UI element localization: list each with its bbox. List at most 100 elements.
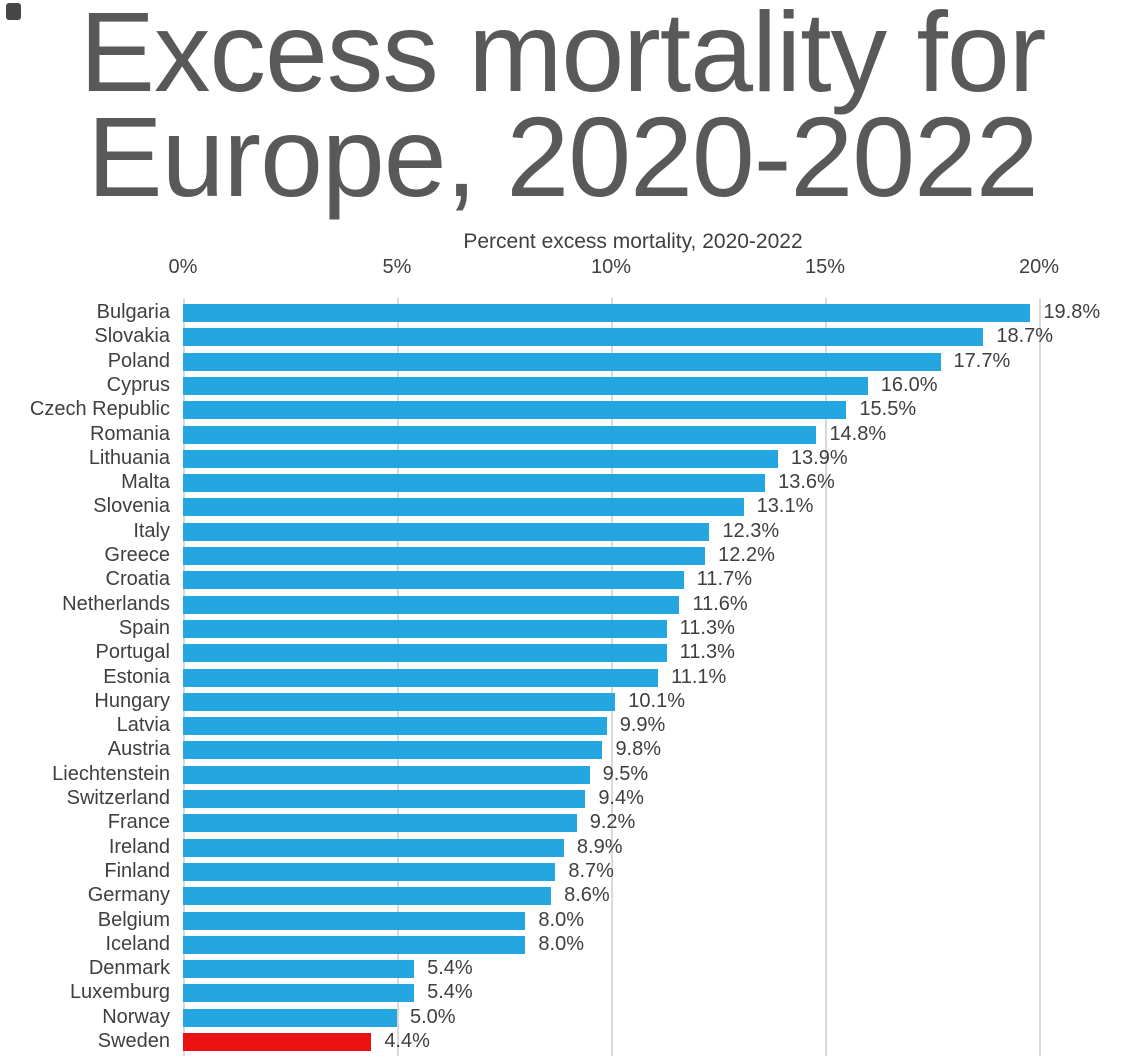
value-label: 9.2% — [589, 811, 636, 834]
chart-row: Portugal 11.3% — [0, 641, 1125, 664]
value-label: 8.0% — [538, 908, 584, 931]
country-label: Hungary — [94, 689, 170, 712]
chart-row: Slovenia 13.1% — [0, 495, 1125, 518]
value-label: 11.3% — [679, 641, 735, 664]
value-label: 9.5% — [602, 762, 649, 785]
value-label: 17.7% — [953, 349, 1011, 372]
value-label: 16.0% — [880, 373, 938, 396]
country-label: Bulgaria — [96, 301, 170, 323]
bar-iceland — [183, 935, 526, 954]
bar-cyprus — [183, 376, 868, 395]
value-label: 19.8% — [1043, 301, 1101, 323]
bar-finland — [183, 862, 556, 881]
x-axis-ticks: 0% 5% 10% 15% 20% — [0, 256, 1125, 280]
country-label: Poland — [107, 349, 170, 372]
bar-ireland — [183, 838, 564, 857]
value-label: 11.1% — [671, 665, 727, 688]
value-label: 11.7% — [696, 568, 752, 591]
chart-row: Denmark 5.4% — [0, 957, 1125, 980]
country-label: Finland — [104, 859, 170, 882]
chart-row: Bulgaria 19.8% — [0, 301, 1125, 323]
bar-estonia — [183, 668, 659, 687]
chart-row: Ireland 8.9% — [0, 835, 1125, 858]
value-label: 8.0% — [538, 932, 584, 955]
bar-switzerland — [183, 790, 586, 808]
country-label: Liechtenstein — [52, 762, 170, 785]
bar-norway — [183, 1008, 397, 1027]
bar-bulgaria — [183, 304, 1031, 322]
bar-latvia — [183, 717, 607, 736]
country-label: Norway — [102, 1005, 170, 1028]
country-label: Switzerland — [66, 787, 170, 809]
x-tick-5: 5% — [382, 256, 412, 278]
chart-row: Switzerland 9.4% — [0, 787, 1125, 809]
bar-denmark — [183, 960, 415, 979]
bar-poland — [183, 352, 941, 371]
chart-row: Hungary 10.1% — [0, 689, 1125, 712]
bar-hungary — [183, 692, 616, 711]
value-label: 12.2% — [718, 544, 775, 566]
value-label: 8.6% — [564, 884, 610, 907]
chart-row: Iceland 8.0% — [0, 932, 1125, 955]
country-label: Lithuania — [88, 446, 170, 469]
country-label: Slovenia — [93, 495, 170, 518]
chart-row: Spain 11.3% — [0, 618, 1125, 638]
chart-row: Czech Republic 15.5% — [0, 398, 1125, 421]
country-label: Netherlands — [62, 592, 170, 615]
country-label: Estonia — [103, 665, 170, 688]
value-label: 13.9% — [790, 446, 848, 469]
chart-row: Sweden 4.4% — [0, 1030, 1125, 1052]
value-label: 5.0% — [410, 1005, 456, 1028]
country-label: Romania — [89, 422, 170, 445]
chart-row: Poland 17.7% — [0, 349, 1125, 372]
value-label: 14.8% — [829, 422, 887, 445]
chart-row: Belgium 8.0% — [0, 908, 1125, 931]
chart-row: Greece 12.2% — [0, 544, 1125, 566]
gridline-20 — [1039, 298, 1041, 1056]
chart-row: France 9.2% — [0, 811, 1125, 834]
country-label: Latvia — [116, 714, 170, 737]
bar-romania — [183, 425, 817, 444]
chart-row: Malta 13.6% — [0, 471, 1125, 494]
chart-title-line2: Europe, 2020-2022 — [87, 94, 1039, 220]
bar-belgium — [183, 911, 526, 930]
value-label: 8.7% — [568, 859, 614, 882]
chart-row: Luxemburg 5.4% — [0, 981, 1125, 1004]
x-tick-20: 20% — [1018, 256, 1060, 278]
value-label: 8.9% — [576, 835, 623, 858]
country-label: Iceland — [105, 932, 171, 955]
bar-croatia — [183, 571, 684, 590]
bar-greece — [183, 547, 706, 565]
value-label: 15.5% — [859, 398, 917, 421]
country-label: Ireland — [108, 835, 170, 858]
country-label: Austria — [107, 738, 170, 761]
country-label: Luxemburg — [69, 981, 170, 1004]
chart-row: Liechtenstein 9.5% — [0, 762, 1125, 785]
chart-row: Norway 5.0% — [0, 1005, 1125, 1028]
bar-germany — [183, 887, 552, 906]
chart-row: Romania 14.8% — [0, 422, 1125, 445]
chart-title: Excess mortality for Europe, 2020-2022 — [0, 0, 1125, 220]
value-label: 4.4% — [384, 1030, 430, 1052]
chart-row: Latvia 9.9% — [0, 714, 1125, 737]
axis-title: Percent excess mortality, 2020-2022 — [463, 230, 803, 253]
bar-czech-republic — [183, 401, 847, 420]
chart-row: Lithuania 13.9% — [0, 446, 1125, 469]
bar-france — [183, 814, 577, 833]
plot-area: Bulgaria 19.8% Slovakia 18.7% Poland 17.7% Cyp… — [0, 298, 1125, 1056]
chart-title-line1: Excess mortality for — [79, 0, 1047, 115]
chart-row: Estonia 11.1% — [0, 665, 1125, 688]
country-label: Malta — [121, 471, 170, 494]
value-label: 10.1% — [628, 689, 685, 712]
bar-netherlands — [183, 595, 680, 614]
country-label: Italy — [133, 519, 170, 542]
country-label: Cyprus — [106, 373, 170, 396]
bar-sweden — [183, 1033, 372, 1051]
chart-row: Germany 8.6% — [0, 884, 1125, 907]
bar-slovakia — [183, 328, 984, 347]
value-label: 5.4% — [427, 957, 473, 980]
chart-row: Netherlands 11.6% — [0, 592, 1125, 615]
value-label: 5.4% — [427, 981, 473, 1004]
country-label: France — [107, 811, 170, 834]
bar-spain — [183, 619, 667, 638]
